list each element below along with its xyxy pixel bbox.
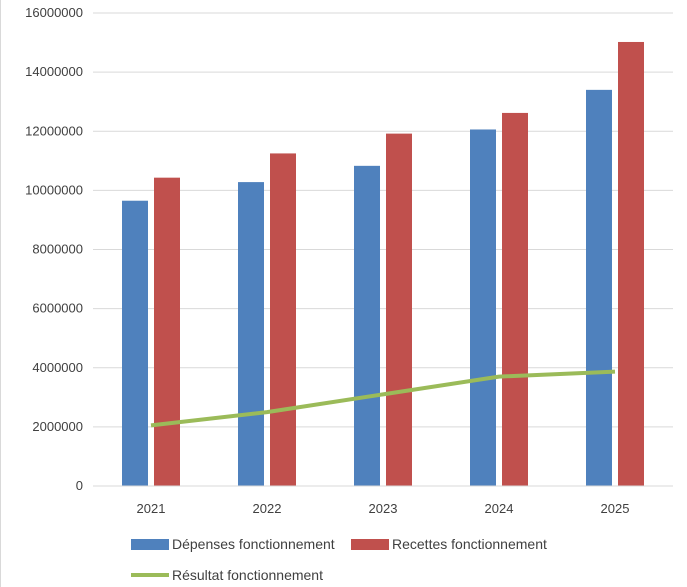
legend-label-0: Dépenses fonctionnement (172, 536, 335, 552)
y-tick-label-0: 0 (76, 478, 83, 493)
y-tick-label-3: 6000000 (32, 301, 83, 316)
bar-series0-2022 (238, 182, 264, 486)
x-tick-label-2022: 2022 (253, 501, 282, 516)
result-line (150, 369, 616, 428)
y-tick-label-8: 16000000 (25, 5, 83, 20)
x-tick-label-2025: 2025 (601, 501, 630, 516)
y-axis-ticks: 0 2000000 4000000 6000000 8000000 10000000 120… (25, 5, 83, 493)
gridlines (93, 12, 673, 428)
legend-label-1: Recettes fonctionnement (392, 536, 547, 552)
bar-series0-2021 (122, 200, 148, 487)
bar-series0-2023 (354, 165, 380, 486)
x-tick-label-2023: 2023 (369, 501, 398, 516)
y-tick-label-7: 14000000 (25, 64, 83, 79)
bars (122, 41, 644, 487)
legend: Dépenses fonctionnement Recettes fonction… (131, 536, 547, 583)
bar-series0-2024 (470, 129, 496, 486)
x-axis-ticks: 2021 2022 2023 2024 2025 (137, 501, 630, 516)
y-tick-label-2: 4000000 (32, 360, 83, 375)
bar-series1-2022 (270, 153, 296, 486)
legend-swatch-1 (351, 539, 389, 550)
bar-series1-2021 (154, 177, 180, 486)
x-tick-label-2024: 2024 (485, 501, 514, 516)
y-tick-label-5: 10000000 (25, 182, 83, 197)
bar-series1-2023 (386, 133, 412, 487)
legend-swatch-0 (131, 539, 169, 550)
legend-label-2: Résultat fonctionnement (172, 567, 323, 583)
y-tick-label-4: 8000000 (32, 242, 83, 257)
bar-series0-2025 (586, 89, 612, 487)
bar-series1-2024 (502, 112, 528, 486)
y-tick-label-1: 2000000 (32, 419, 83, 434)
bar-series1-2025 (618, 41, 644, 486)
y-tick-label-6: 12000000 (25, 123, 83, 138)
x-tick-label-2021: 2021 (137, 501, 166, 516)
line-series-2 (150, 369, 616, 428)
